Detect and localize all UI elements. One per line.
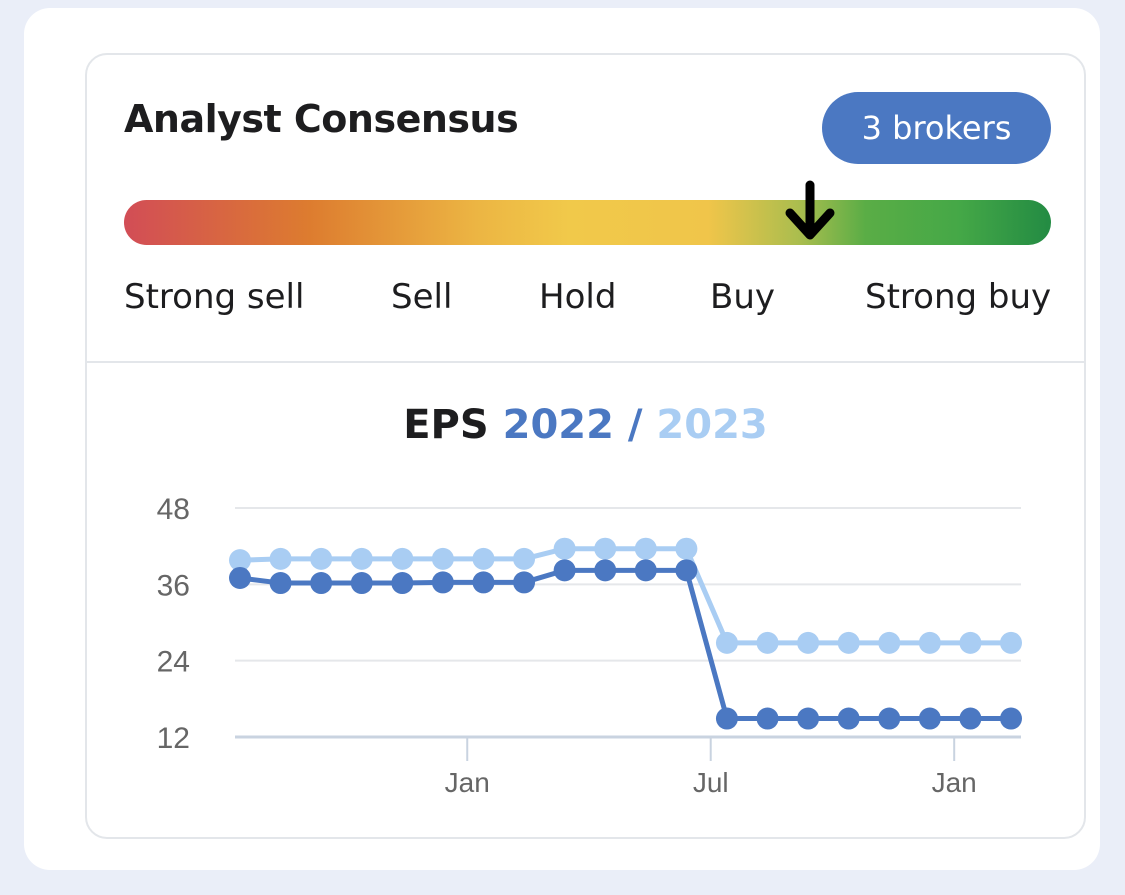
y-tick-label: 24	[157, 646, 190, 679]
series-point	[472, 547, 495, 570]
series-point	[715, 631, 738, 654]
section-divider	[87, 361, 1084, 363]
series-point	[675, 559, 698, 582]
eps-line-chart: 12 24 36 48 Jan Jul Jan	[157, 493, 1022, 798]
series-point	[1000, 707, 1022, 730]
series-point	[350, 572, 373, 595]
series-point	[553, 559, 576, 582]
eps-chart-title: EPS 2022 / 2023	[87, 402, 1084, 448]
series-point	[878, 707, 901, 730]
scale-label-strong-sell: Strong sell	[124, 277, 305, 317]
series-point	[310, 547, 333, 570]
series-point	[594, 537, 617, 560]
y-tick-label: 36	[157, 569, 190, 602]
consensus-gradient-bar	[124, 200, 1051, 245]
series-point	[634, 537, 657, 560]
series-point	[715, 707, 738, 730]
series-point	[431, 571, 454, 594]
series-point	[553, 537, 576, 560]
series-point	[918, 707, 941, 730]
series-point	[918, 631, 941, 654]
series-point	[391, 547, 414, 570]
series-point	[513, 547, 536, 570]
consensus-widget: Analyst Consensus 3 brokers Strong sell …	[24, 8, 1100, 870]
card-title: Analyst Consensus	[124, 97, 519, 141]
scale-label-hold: Hold	[539, 277, 617, 317]
x-tick-label: Jul	[693, 767, 729, 798]
eps-year-2022-label[interactable]: 2022	[502, 402, 614, 448]
y-tick-label: 12	[157, 722, 190, 755]
eps-title-prefix: EPS	[403, 402, 489, 448]
consensus-indicator-arrow-icon	[785, 180, 835, 240]
consensus-card: Analyst Consensus 3 brokers Strong sell …	[85, 53, 1086, 839]
series-point	[431, 547, 454, 570]
series-point	[472, 571, 495, 594]
scale-label-sell: Sell	[391, 277, 453, 317]
brokers-count-badge[interactable]: 3 brokers	[822, 92, 1051, 164]
series-point	[756, 631, 779, 654]
series-point	[350, 547, 373, 570]
series-point	[391, 572, 414, 595]
series-point	[269, 547, 292, 570]
series-point	[310, 572, 333, 595]
scale-label-strong-buy: Strong buy	[865, 277, 1052, 317]
x-tick-label: Jan	[932, 767, 977, 798]
series-point	[229, 566, 251, 589]
series-point	[513, 571, 536, 594]
series-point	[837, 707, 860, 730]
series-point	[756, 707, 779, 730]
series-point	[797, 707, 820, 730]
scale-label-buy: Buy	[710, 277, 775, 317]
series-point	[878, 631, 901, 654]
series-point	[634, 559, 657, 582]
series-point	[797, 631, 820, 654]
series-point	[675, 537, 698, 560]
series-point	[594, 559, 617, 582]
y-tick-label: 48	[157, 493, 190, 526]
series-point	[269, 572, 292, 595]
x-tick-label: Jan	[445, 767, 490, 798]
eps-title-separator: /	[613, 402, 657, 448]
series-point	[837, 631, 860, 654]
series-point	[959, 631, 982, 654]
eps-year-2023-label[interactable]: 2023	[656, 402, 768, 448]
series-point	[959, 707, 982, 730]
series-point	[1000, 631, 1022, 654]
series-point	[229, 549, 251, 572]
